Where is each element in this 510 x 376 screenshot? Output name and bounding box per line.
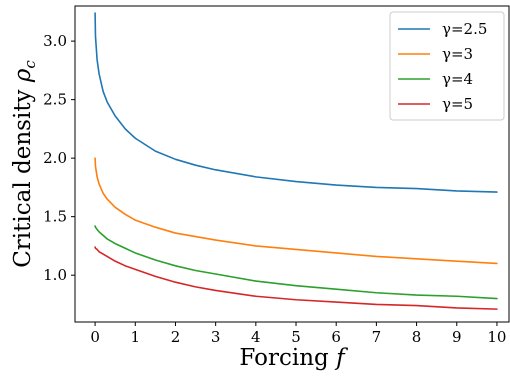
x-axis-label: Forcing f (239, 345, 348, 371)
y-tick-label: 3.0 (43, 32, 67, 50)
y-tick-label: 2.0 (43, 149, 67, 167)
legend-box (389, 11, 505, 121)
x-tick-label: 9 (452, 328, 462, 346)
y-tick-label: 1.5 (43, 208, 67, 226)
x-tick-label: 2 (171, 328, 181, 346)
legend-label-3: γ=4 (442, 70, 473, 88)
y-tick-label: 1.0 (43, 266, 67, 284)
series-line-2 (94, 157, 498, 265)
x-tick-label: 8 (412, 328, 422, 346)
legend-label-1: γ=2.5 (442, 20, 487, 38)
x-tick-label: 7 (372, 328, 382, 346)
x-tick-label: 0 (90, 328, 100, 346)
x-tick-label: 6 (331, 328, 341, 346)
y-tick-label: 2.5 (43, 91, 67, 109)
legend-label-2: γ=3 (442, 45, 473, 63)
x-tick-label: 5 (291, 328, 301, 346)
x-tick-label: 3 (211, 328, 221, 346)
series-line-3 (94, 225, 498, 300)
x-tick-label: 1 (131, 328, 141, 346)
ticks-layer: 0 1 2 3 4 5 6 7 8 9 10 1.0 1.5 2.0 2.5 3.0 (43, 32, 506, 346)
legend: γ=2.5 γ=3 γ=4 γ=5 (389, 11, 505, 121)
series-line-4 (94, 246, 498, 310)
x-tick-label: 4 (251, 328, 261, 346)
series-layer (94, 12, 498, 310)
legend-label-4: γ=5 (442, 95, 473, 113)
series-line-1 (94, 12, 498, 193)
y-axis-label: Critical density ρc (10, 60, 39, 268)
x-tick-label: 10 (487, 328, 506, 346)
